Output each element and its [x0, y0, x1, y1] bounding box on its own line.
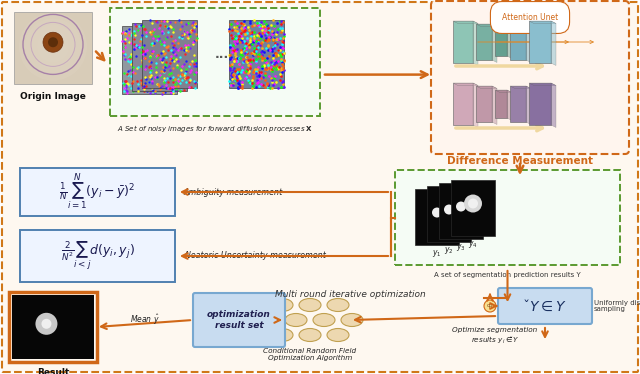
Polygon shape [510, 24, 531, 27]
Circle shape [468, 199, 478, 209]
Polygon shape [526, 24, 531, 62]
Text: $y_4$: $y_4$ [468, 239, 478, 250]
Polygon shape [510, 86, 531, 89]
Polygon shape [492, 24, 497, 62]
Polygon shape [507, 28, 512, 58]
Text: Optimize segmentation
results $y_i\in\check{Y}$: Optimize segmentation results $y_i\in\ch… [452, 327, 538, 346]
Text: Aleatoric Uncertainty measurement: Aleatoric Uncertainty measurement [183, 251, 326, 261]
Circle shape [432, 208, 442, 218]
Ellipse shape [271, 298, 293, 312]
Circle shape [452, 197, 470, 215]
Circle shape [43, 32, 63, 52]
Text: $y_2$: $y_2$ [444, 245, 454, 256]
Text: Uniformly distributed
sampling: Uniformly distributed sampling [594, 300, 640, 313]
Circle shape [25, 19, 81, 74]
Text: A set of segmentation prediction results Y: A set of segmentation prediction results… [434, 272, 581, 278]
Text: A Set of noisy images for forward diffusion processes $\mathbf{X}$: A Set of noisy images for forward diffus… [117, 123, 313, 134]
Circle shape [19, 13, 87, 80]
Text: $y_1$: $y_1$ [432, 248, 442, 259]
Polygon shape [495, 90, 512, 92]
Polygon shape [476, 24, 497, 27]
Circle shape [428, 203, 446, 221]
Text: Origin Image: Origin Image [20, 92, 86, 101]
Bar [529, 83, 551, 125]
Text: Ambiguity measurement: Ambiguity measurement [183, 187, 282, 196]
Bar [439, 183, 483, 239]
FancyBboxPatch shape [431, 1, 629, 154]
Circle shape [42, 319, 51, 329]
Polygon shape [551, 21, 556, 65]
Ellipse shape [257, 313, 279, 327]
Bar [142, 20, 197, 88]
Circle shape [456, 202, 466, 212]
Text: Mean $\hat{y}$: Mean $\hat{y}$ [130, 313, 159, 327]
Text: $y_3$: $y_3$ [456, 242, 466, 253]
Bar [529, 21, 551, 63]
Bar [132, 23, 187, 91]
Polygon shape [507, 90, 512, 120]
Bar [451, 180, 495, 236]
Text: $\check{Y}\in Y$: $\check{Y}\in Y$ [524, 298, 566, 313]
FancyBboxPatch shape [395, 170, 620, 265]
FancyBboxPatch shape [193, 293, 285, 347]
Bar [122, 26, 177, 94]
FancyBboxPatch shape [20, 168, 175, 216]
Ellipse shape [327, 328, 349, 341]
Circle shape [440, 200, 458, 218]
Bar [415, 189, 459, 245]
Text: Difference Measurement: Difference Measurement [447, 156, 593, 166]
Bar [229, 20, 284, 88]
Text: Result: Result [37, 368, 69, 374]
FancyBboxPatch shape [110, 8, 320, 116]
Polygon shape [529, 83, 556, 86]
Circle shape [48, 37, 58, 47]
Ellipse shape [271, 328, 293, 341]
FancyBboxPatch shape [14, 12, 92, 84]
Polygon shape [551, 83, 556, 128]
Ellipse shape [313, 313, 335, 327]
Bar [12, 295, 94, 359]
Circle shape [464, 194, 482, 212]
Polygon shape [526, 86, 531, 125]
Polygon shape [476, 86, 497, 89]
Circle shape [484, 300, 496, 312]
Ellipse shape [285, 313, 307, 327]
Polygon shape [529, 21, 556, 24]
Polygon shape [473, 21, 478, 65]
Ellipse shape [327, 298, 349, 312]
Bar [453, 83, 473, 125]
Ellipse shape [299, 298, 321, 312]
Circle shape [31, 25, 75, 68]
Bar [476, 86, 492, 122]
Circle shape [444, 205, 454, 215]
Text: Attention Unet: Attention Unet [502, 13, 558, 22]
FancyBboxPatch shape [498, 288, 592, 324]
Text: Multi round iterative optimization: Multi round iterative optimization [275, 290, 426, 299]
Bar [510, 24, 526, 60]
Ellipse shape [299, 328, 321, 341]
Bar [427, 186, 471, 242]
Circle shape [35, 313, 58, 335]
Polygon shape [473, 83, 478, 128]
Text: ...: ... [215, 47, 229, 61]
Ellipse shape [341, 313, 363, 327]
Polygon shape [492, 86, 497, 125]
Text: optimization
result set: optimization result set [207, 310, 271, 330]
Bar [495, 28, 507, 56]
Circle shape [37, 31, 69, 62]
Bar [495, 90, 507, 118]
Polygon shape [453, 83, 478, 86]
Text: $\frac{2}{N^2}\sum_{i<j}d(y_i, y_j)$: $\frac{2}{N^2}\sum_{i<j}d(y_i, y_j)$ [61, 240, 134, 272]
Bar [453, 21, 473, 63]
Polygon shape [495, 28, 512, 31]
Text: Conditional Random Field
Optimization Algorithm: Conditional Random Field Optimization Al… [264, 348, 356, 361]
Text: $\frac{1}{N}\sum_{i=1}^{N}(y_i - \bar{y})^2$: $\frac{1}{N}\sum_{i=1}^{N}(y_i - \bar{y}… [60, 172, 136, 212]
Bar [510, 86, 526, 122]
FancyBboxPatch shape [20, 230, 175, 282]
Bar [476, 24, 492, 60]
Polygon shape [453, 21, 478, 24]
Text: cp: cp [487, 303, 493, 309]
